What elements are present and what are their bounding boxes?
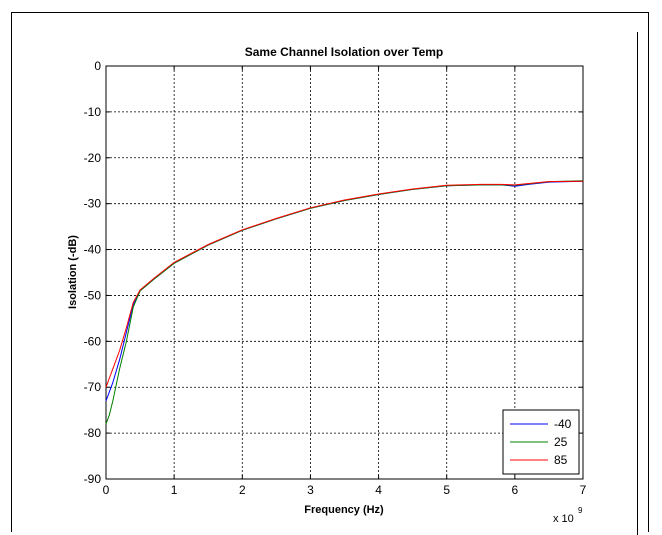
y-tick-label: -80 xyxy=(84,426,102,440)
x-tick-label: 3 xyxy=(307,483,314,497)
series-line-2 xyxy=(105,180,584,388)
y-tick-label: -40 xyxy=(84,243,102,257)
x-tick-label: 1 xyxy=(171,483,178,497)
x-tick-label: 4 xyxy=(375,483,382,497)
legend-label: 25 xyxy=(554,435,568,449)
y-axis-label: Isolation (-dB) xyxy=(67,235,79,309)
series-layer xyxy=(105,180,584,425)
legend-label: -40 xyxy=(554,417,572,431)
x-axis-label: Frequency (Hz) xyxy=(304,504,384,516)
x-exponent-power: 9 xyxy=(578,506,583,515)
axis-ticks: 0 1 2 3 4 5 6 7 0 -10 -20 -30 -40 -50 -60 -70 -80 -90 xyxy=(84,59,587,497)
x-tick-label: 7 xyxy=(580,483,587,497)
x-tick-label: 5 xyxy=(443,483,450,497)
y-tick-label: -70 xyxy=(84,380,102,394)
y-tick-label: -90 xyxy=(84,472,102,486)
y-tick-label: -60 xyxy=(84,334,102,348)
legend: -40 25 85 xyxy=(502,409,580,475)
y-tick-label: -30 xyxy=(84,197,102,211)
figure-frame xyxy=(11,12,649,532)
x-tick-label: 6 xyxy=(512,483,519,497)
y-tick-label: -50 xyxy=(84,288,102,302)
y-tick-label: -20 xyxy=(84,151,102,165)
x-exponent-base: x 10 xyxy=(553,513,574,525)
window-divider xyxy=(637,32,638,535)
y-tick-label: 0 xyxy=(94,59,101,73)
chart-title: Same Channel Isolation over Temp xyxy=(245,45,444,59)
y-tick-label: -10 xyxy=(84,105,102,119)
legend-label: 85 xyxy=(554,453,568,467)
x-tick-label: 2 xyxy=(239,483,246,497)
x-tick-label: 0 xyxy=(103,483,110,497)
